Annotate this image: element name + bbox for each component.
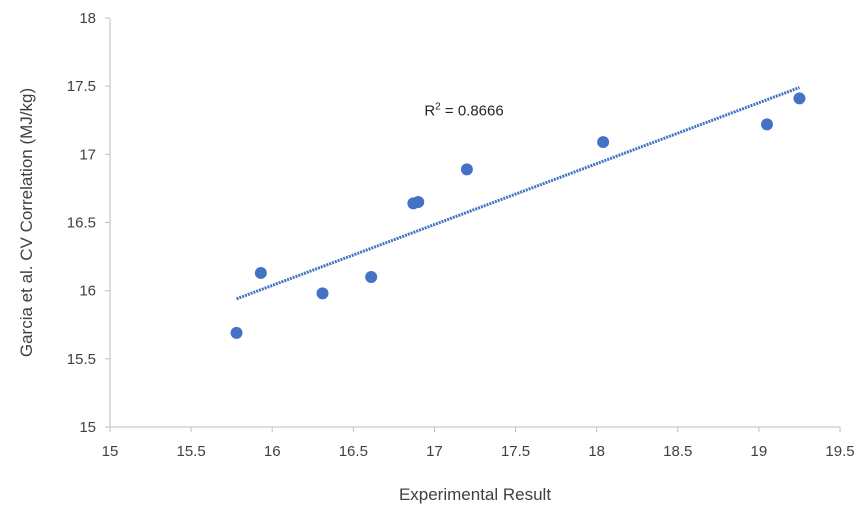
r-squared-annotation: R2 = 0.8666 (424, 102, 503, 120)
x-tick-label: 17 (426, 443, 443, 460)
x-tick-label: 18.5 (663, 443, 692, 460)
data-point (316, 287, 329, 300)
y-axis-title: Garcia et al. CV Correlation (MJ/kg) (17, 88, 36, 357)
x-axis-title: Experimental Result (399, 485, 551, 504)
x-tick-label: 16 (264, 443, 281, 460)
data-point (365, 271, 378, 284)
data-point (793, 92, 806, 105)
y-tick-label: 17.5 (67, 78, 96, 95)
y-axis-ticks: 15 15.5 16 16.5 17 17.5 18 (67, 10, 110, 436)
x-tick-label: 15 (102, 443, 119, 460)
x-axis-ticks: 15 15.5 16 16.5 17 17.5 18 18.5 19 19.5 (102, 427, 855, 460)
x-tick-label: 19.5 (825, 443, 854, 460)
linear-trendline (236, 86, 800, 301)
x-tick-label: 17.5 (501, 443, 530, 460)
y-tick-label: 17 (79, 146, 96, 163)
data-point (761, 118, 773, 131)
x-tick-label: 16.5 (339, 443, 368, 460)
data-point (412, 196, 425, 209)
r-squared-value: = 0.8666 (441, 103, 504, 120)
x-tick-label: 15.5 (177, 443, 206, 460)
data-points (230, 92, 806, 339)
y-tick-label: 16.5 (67, 215, 96, 232)
data-point (254, 266, 267, 279)
y-tick-label: 15 (79, 419, 96, 436)
r-squared-prefix: R (424, 103, 435, 120)
x-tick-label: 19 (751, 443, 768, 460)
trendline-group (236, 86, 800, 301)
y-tick-label: 18 (79, 10, 96, 27)
data-point (460, 163, 473, 176)
r-squared-superscript: 2 (435, 102, 441, 113)
y-tick-label: 16 (79, 283, 96, 300)
data-point (597, 136, 610, 149)
data-point (230, 326, 243, 339)
x-tick-label: 18 (588, 443, 605, 460)
y-tick-label: 15.5 (67, 351, 96, 368)
